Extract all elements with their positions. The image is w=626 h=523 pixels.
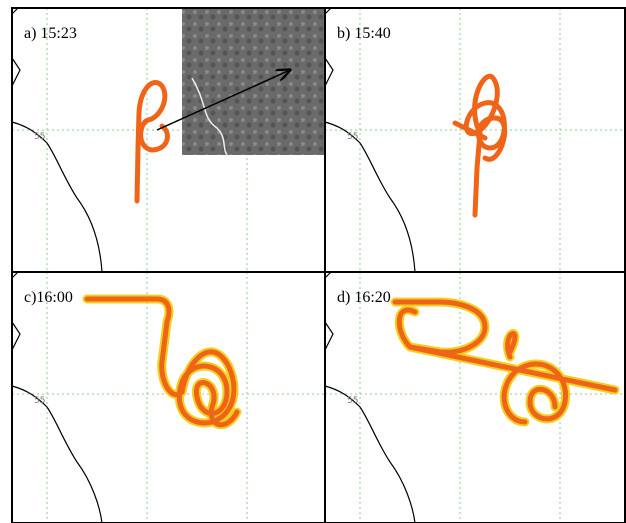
satellite-inset [182,8,325,155]
map-panel: 55 b) 15:40 [324,7,626,273]
panel-label: b) 15:40 [337,25,391,42]
map-panel: 55 a) 15:23 [11,7,326,273]
flight-track [84,296,240,427]
map-panel: 55 d) 16:20 [324,271,626,523]
panel-border [324,271,626,523]
coast-label: 55 [347,132,358,142]
coastline [324,57,416,273]
flight-track [392,299,618,425]
flight-track [452,73,507,218]
coastline [11,321,103,523]
coastline [324,321,416,523]
panel-label: a) 15:23 [24,25,77,42]
arrow [156,70,290,131]
coast-label: 55 [34,132,45,142]
inset-coast [191,77,228,156]
flight-track [134,80,170,204]
panel-label: c)16:00 [24,289,73,306]
coast-label: 55 [34,396,45,406]
coast-label: 55 [347,396,358,406]
panel-label: d) 16:20 [337,289,391,306]
coastline [11,57,103,273]
